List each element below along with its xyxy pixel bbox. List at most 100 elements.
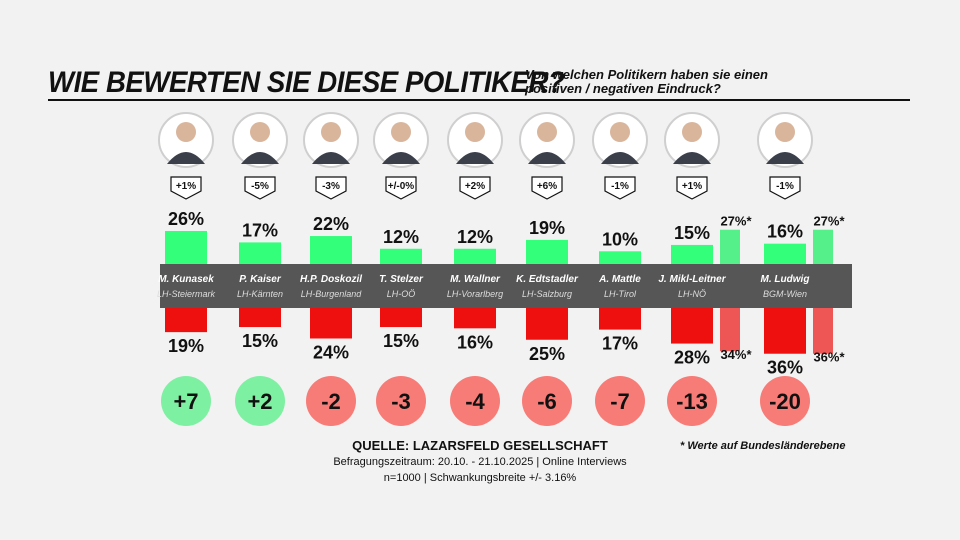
change-badge: [676, 176, 708, 200]
positive-value-label: 16%: [767, 222, 803, 242]
politician-role: LH-NÖ: [678, 289, 706, 299]
balance-value: +7: [173, 389, 198, 414]
balance-circle: [595, 376, 645, 426]
photo-suit-shape: [382, 152, 420, 164]
photo-suit-shape: [766, 152, 804, 164]
negative-bar: [526, 308, 568, 340]
negative-value-label: 36%: [767, 358, 803, 378]
politician-name: P. Kaiser: [239, 274, 282, 285]
state-negative-label: 36%*: [813, 350, 845, 365]
negative-bar: [671, 308, 713, 344]
positive-bar: [526, 239, 568, 264]
photo-face-shape: [537, 122, 557, 142]
state-negative-bar: [813, 308, 833, 354]
photo-face-shape: [391, 122, 411, 142]
state-negative-label: 34%*: [720, 347, 752, 362]
change-badge: [244, 176, 276, 200]
politician-name: T. Stelzer: [379, 274, 424, 285]
positive-value-label: 12%: [457, 227, 493, 247]
negative-value-label: 25%: [529, 344, 565, 364]
politician-role: LH-Steiermark: [157, 289, 216, 299]
state-positive-label: 27%*: [720, 214, 752, 229]
photo-suit-shape: [528, 152, 566, 164]
change-value: -5%: [251, 181, 269, 192]
balance-circle: [161, 376, 211, 426]
politician-name: A. Mattle: [598, 274, 641, 285]
positive-bar: [599, 251, 641, 264]
politician-role: BGM-Wien: [763, 289, 807, 299]
photo-suit-shape: [167, 152, 205, 164]
page-title: WIE BEWERTEN SIE DIESE POLITIKER?: [48, 66, 565, 99]
change-badge: [604, 176, 636, 200]
photo-face-shape: [682, 122, 702, 142]
positive-value-label: 10%: [602, 229, 638, 249]
positive-bar: [239, 242, 281, 264]
balance-value: -7: [610, 389, 630, 414]
change-value: +2%: [465, 181, 485, 192]
positive-bar: [671, 244, 713, 264]
positive-bar: [380, 248, 422, 264]
change-badge: [315, 176, 347, 200]
negative-value-label: 28%: [674, 348, 710, 368]
photo-face-shape: [321, 122, 341, 142]
balance-circle: [522, 376, 572, 426]
photo-suit-shape: [312, 152, 350, 164]
politician-name: M. Wallner: [450, 274, 501, 285]
politician-name: K. Edtstadler: [516, 274, 579, 285]
photo-face-shape: [610, 122, 630, 142]
politician-name: H.P. Doskozil: [300, 274, 362, 285]
balance-value: +2: [247, 389, 272, 414]
negative-bar: [764, 308, 806, 354]
change-value: +1%: [682, 181, 702, 192]
negative-value-label: 15%: [242, 331, 278, 351]
balance-circle: [760, 376, 810, 426]
state-positive-bar: [813, 229, 833, 264]
negative-value-label: 15%: [383, 331, 419, 351]
change-badge: [459, 176, 491, 200]
politician-role: LH-Salzburg: [522, 289, 572, 299]
negative-bar: [239, 308, 281, 328]
politician-name: J. Mikl-Leitner: [658, 274, 726, 285]
change-badge: [769, 176, 801, 200]
politician-role: LH-Burgenland: [301, 289, 363, 299]
balance-circle: [235, 376, 285, 426]
photo-suit-shape: [241, 152, 279, 164]
positive-value-label: 15%: [674, 223, 710, 243]
source-title: QUELLE: LAZARSFELD GESELLSCHAFT: [352, 438, 608, 453]
balance-value: -13: [676, 389, 708, 414]
name-band: [160, 264, 852, 308]
balance-circle: [667, 376, 717, 426]
politician-role: LH-Tirol: [604, 289, 637, 299]
negative-bar: [310, 308, 352, 339]
survey-period: Befragungszeitraum: 20.10. - 21.10.2025 …: [333, 456, 627, 468]
positive-bar: [454, 248, 496, 264]
state-negative-bar: [720, 308, 740, 352]
negative-bar: [165, 308, 207, 333]
negative-value-label: 17%: [602, 334, 638, 354]
photo-suit-shape: [456, 152, 494, 164]
balance-value: -6: [537, 389, 557, 414]
change-value: +1%: [176, 181, 196, 192]
photo-face-shape: [465, 122, 485, 142]
photo-face-shape: [176, 122, 196, 142]
change-badge: [531, 176, 563, 200]
balance-value: -4: [465, 389, 485, 414]
positive-bar: [165, 230, 207, 264]
negative-bar: [380, 308, 422, 328]
balance-circle: [376, 376, 426, 426]
positive-value-label: 12%: [383, 227, 419, 247]
balance-value: -2: [321, 389, 341, 414]
photo-face-shape: [250, 122, 270, 142]
change-value: +/-0%: [388, 181, 415, 192]
positive-value-label: 22%: [313, 214, 349, 234]
sample-info: n=1000 | Schwankungsbreite +/- 3.16%: [383, 472, 577, 484]
positive-bar: [764, 243, 806, 264]
photo-face-shape: [775, 122, 795, 142]
politician-name: M. Ludwig: [761, 274, 810, 285]
negative-value-label: 19%: [168, 336, 204, 356]
balance-circle: [306, 376, 356, 426]
balance-value: -20: [769, 389, 801, 414]
positive-value-label: 19%: [529, 218, 565, 238]
politician-name: M. Kunasek: [158, 274, 214, 285]
change-value: -1%: [611, 181, 629, 192]
